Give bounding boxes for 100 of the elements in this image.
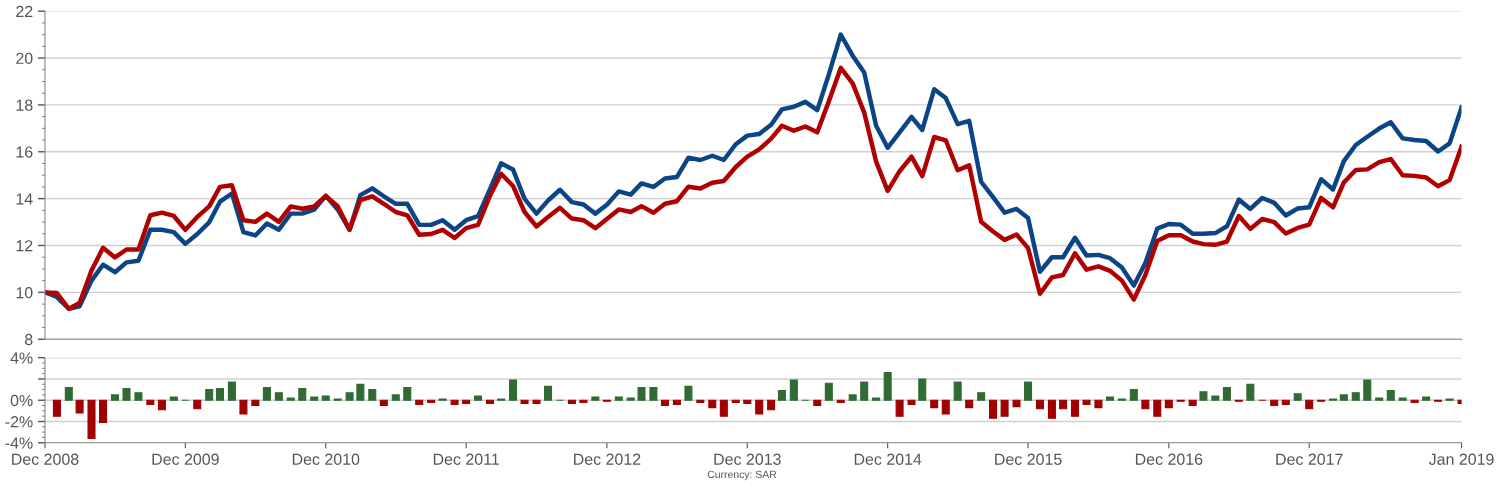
bar [427,399,436,403]
bar [532,399,541,404]
bar [767,399,776,411]
bar [122,387,131,401]
x-tick-label: Dec 2012 [574,453,641,465]
bar [1293,393,1302,401]
bar [544,385,553,401]
bar [860,381,869,401]
bar [696,399,705,403]
bar [1199,391,1208,401]
bar [824,382,833,401]
bar [1105,396,1114,401]
bar [1270,399,1279,407]
bar [872,397,881,401]
bar [391,394,400,401]
bar [743,399,752,404]
bar [989,399,998,419]
bar [215,387,224,401]
y-tick-label: 8 [24,333,33,346]
bar [1035,399,1044,410]
bar [614,396,623,401]
bar [941,399,950,415]
bar [1094,399,1103,409]
bar [450,399,459,406]
bar [1386,390,1395,401]
bar [1305,399,1314,410]
x-tick-label: Dec 2015 [995,453,1062,465]
y-tick-label: 20 [16,52,33,64]
bar [509,379,518,401]
bar [379,399,388,407]
bar [1059,399,1068,410]
bar [356,383,365,401]
x-tick-label: Dec 2014 [854,453,922,465]
bar [134,392,143,401]
y-tick-label: 12 [16,240,33,252]
bar [953,381,962,401]
bar [52,399,61,417]
bar [1129,389,1138,401]
bar [403,386,412,401]
x-tick-label: Dec 2016 [1135,453,1203,465]
bar [813,399,822,407]
y-tick-label: -2% [5,416,33,428]
bar [777,390,786,401]
bar [579,399,588,403]
bar [836,399,845,403]
bar [789,379,798,401]
bar [895,399,904,417]
bar [1222,386,1231,401]
x-tick-label: Dec 2011 [433,453,499,465]
bar [87,399,96,440]
bar [672,399,681,406]
bar [286,397,295,401]
bar [146,399,155,406]
y-tick-label: -4% [5,437,33,449]
bar [99,399,108,424]
bar [1281,399,1290,406]
y-tick-label: 18 [16,99,33,111]
bar [1422,396,1431,401]
bar [731,399,740,403]
x-tick-label: Dec 2009 [152,453,219,465]
y-tick-label: 10 [16,287,33,299]
bar [591,396,600,401]
bar [1211,395,1220,401]
bar [1000,399,1009,417]
bar [1012,399,1021,408]
bar [485,399,494,404]
bar [110,394,119,401]
bar [368,389,377,401]
bar [239,399,248,415]
bar [1024,381,1033,401]
bar [1188,399,1197,407]
bar [1141,399,1150,410]
bar [660,399,669,407]
y-tick-label: 16 [16,146,33,158]
bar [1047,399,1056,419]
text: Currency: SAR [707,470,777,481]
x-tick-label: Dec 2013 [714,453,781,465]
bar [462,399,471,404]
bar [274,392,283,401]
bar [965,399,974,409]
bar [415,399,424,406]
bar [626,397,635,401]
bar [1351,392,1360,401]
bar [708,399,717,409]
bar [930,399,939,409]
bar [310,396,319,401]
bar [848,394,857,401]
bar [567,399,576,404]
bar [755,399,764,415]
bar [262,386,271,401]
bar [977,392,986,401]
bar [1153,399,1162,417]
y-tick-label: 22 [16,5,33,17]
bar [1375,397,1384,401]
bar [157,399,166,411]
bar [345,392,354,401]
bar [298,387,307,401]
bar [227,381,236,401]
bar [169,396,178,401]
y-tick-label: 4% [10,352,33,364]
